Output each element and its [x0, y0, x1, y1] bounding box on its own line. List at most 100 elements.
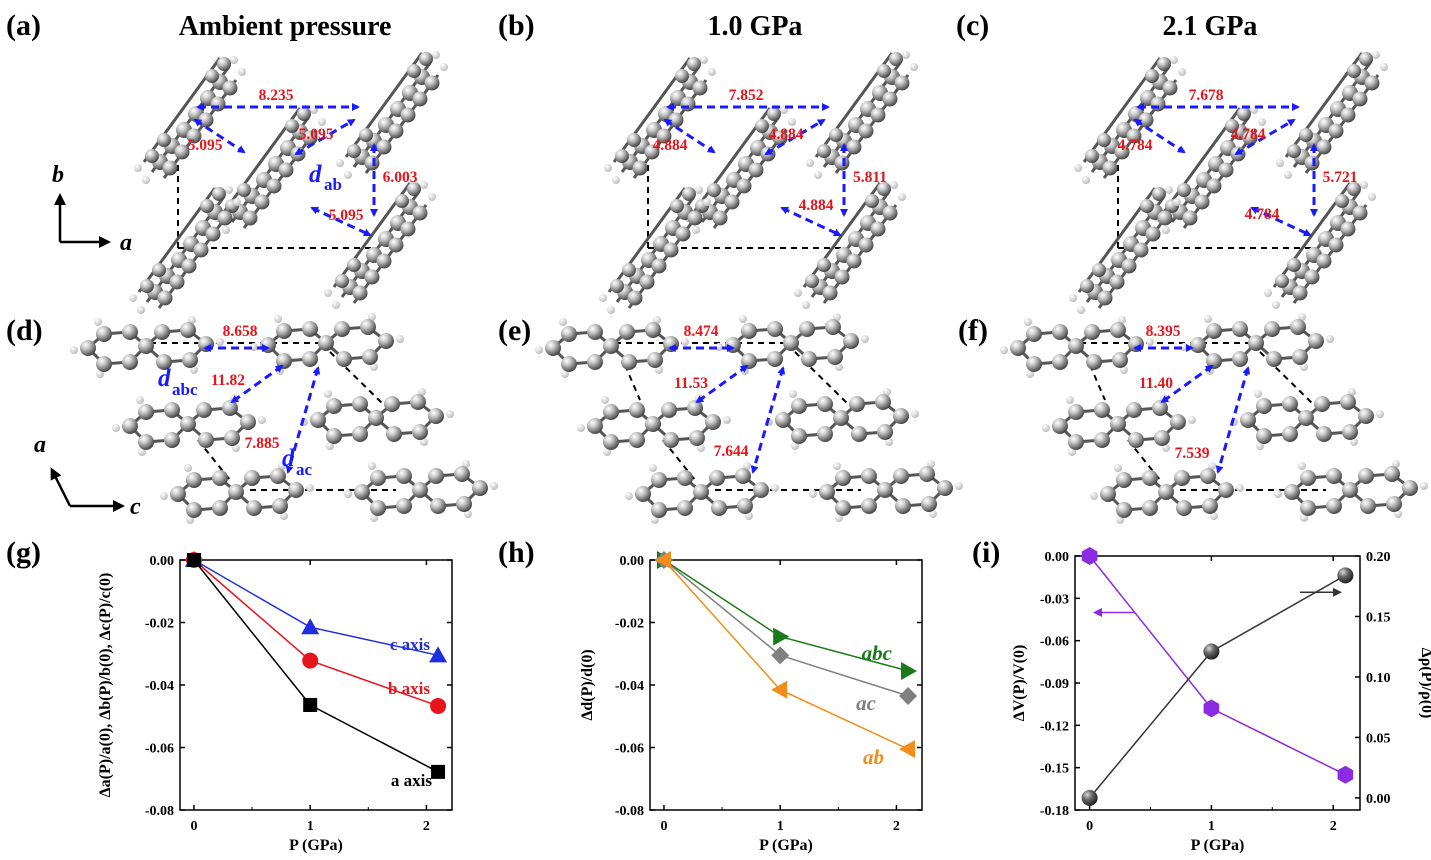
molecule: [1262, 179, 1378, 311]
molecule: [533, 314, 691, 380]
distance-arrow: [230, 364, 284, 404]
x-axis-label: P (GPa): [1191, 837, 1245, 854]
data-point: [429, 646, 448, 663]
axis-label-b: b: [52, 162, 64, 188]
y-tick-label: 0.00: [1045, 550, 1070, 565]
molecule: [132, 54, 248, 186]
data-point: [1203, 699, 1220, 718]
distance-label: 5.095: [188, 137, 223, 154]
panel-title-b: 1.0 GPa: [708, 11, 803, 42]
y-tick-label: -0.18: [1040, 804, 1069, 819]
molecule: [804, 49, 920, 181]
molecule: [1088, 460, 1246, 526]
molecule: [623, 460, 781, 526]
distance-label: 11.53: [674, 375, 708, 392]
dabc-subscript: abc: [172, 380, 198, 399]
distance-label: 4.784: [1231, 126, 1266, 143]
x-tick-label: 0: [660, 819, 667, 834]
series-line: [1089, 574, 1346, 799]
data-point: [899, 740, 916, 759]
distance-arrow: [1234, 118, 1296, 156]
distance-arrow: [1250, 206, 1312, 237]
y-tick-label-right: 0.20: [1366, 550, 1391, 565]
panel-label-h: (h): [498, 536, 535, 569]
panel-d: (d) 8.658 11.82 7.885 d abc d ac a c: [6, 311, 500, 526]
y-tick-label: -0.04: [145, 679, 174, 694]
data-point: [302, 652, 319, 669]
molecule: [127, 184, 243, 316]
distance-label: 4.884: [799, 197, 834, 214]
data-point: [1081, 547, 1098, 565]
y-axis-label: Δa(P)/a(0), Δb(P)/b(0), Δc(P)/c(0): [97, 573, 114, 798]
panel-label-d: (d): [6, 314, 43, 347]
data-point: [1203, 643, 1220, 660]
molecule: [602, 54, 718, 186]
distance-label: 8.474: [684, 323, 719, 340]
distance-label: 4.784: [1118, 137, 1153, 154]
axis-label-c: c: [130, 494, 141, 520]
distance-label: 8.235: [259, 87, 294, 104]
molecule: [1228, 386, 1386, 452]
series-label: b axis: [388, 679, 430, 698]
series-label: abc: [862, 641, 893, 665]
molecule: [763, 386, 921, 452]
x-axis-label: P (GPa): [289, 837, 343, 854]
y-tick-label-right: 0.10: [1366, 671, 1391, 686]
dac-subscript: ac: [296, 460, 313, 479]
molecule: [298, 386, 456, 452]
y-tick-label: -0.02: [615, 617, 644, 632]
data-point: [771, 646, 790, 665]
molecule: [998, 314, 1156, 380]
data-point: [301, 618, 320, 635]
molecule: [248, 311, 406, 377]
axes-ab-indicator: [54, 193, 111, 248]
molecule: [1178, 311, 1336, 377]
x-tick-label: 0: [1086, 819, 1093, 834]
panel-g: (g) 0 1 2 0.00 -0.02 -0.04 -0.06 -0.08 P (GPa) Δa…: [6, 536, 453, 854]
panel-e: (e) 8.474 11.53 7.644: [498, 311, 965, 526]
molecule: [334, 49, 450, 181]
y-axis-label-left: ΔV(P)/V(0): [1011, 645, 1028, 722]
series-line: [663, 559, 909, 697]
molecule: [597, 184, 713, 316]
y-tick-label-right: 0.05: [1366, 731, 1391, 746]
plot-frame: [1074, 555, 1361, 811]
y-tick-label: -0.02: [145, 617, 174, 632]
panel-label-b: (b): [498, 9, 535, 42]
distance-label: 4.884: [769, 126, 804, 143]
molecule: [68, 314, 226, 380]
distance-label: 8.658: [223, 323, 258, 340]
distance-label: 11.40: [1139, 375, 1173, 392]
y-tick-label: -0.08: [145, 804, 174, 819]
series-label: ac: [856, 691, 877, 715]
y-tick-label: -0.06: [145, 742, 174, 757]
distance-arrow: [780, 206, 842, 237]
molecule: [1067, 184, 1183, 316]
data-point: [771, 680, 788, 699]
data-point: [654, 551, 671, 569]
dabc-symbol: d: [158, 365, 171, 392]
data-point: [431, 764, 446, 779]
unit-cell-a: [177, 165, 372, 249]
panel-label-e: (e): [498, 314, 531, 347]
x-tick-label: 0: [190, 819, 197, 834]
distance-label: 5.095: [299, 126, 334, 143]
distance-arrow: [294, 118, 356, 156]
molecule: [1274, 49, 1390, 181]
chart-h: 0 1 2 0.00 -0.02 -0.04 -0.06 -0.08 P (GPa) Δd(P)/…: [579, 551, 923, 854]
distance-arrow: [750, 366, 786, 474]
data-point: [430, 697, 447, 714]
distance-arrow: [1215, 366, 1251, 474]
chart-g: 0 1 2 0.00 -0.02 -0.04 -0.06 -0.08 P (GPa) Δa(P)/…: [97, 551, 453, 854]
distance-label: 4.784: [1245, 206, 1280, 223]
data-point: [303, 698, 318, 712]
distance-arrow: [1160, 364, 1214, 404]
y-axis-label-right: Δρ(P)/ρ(0): [1418, 648, 1431, 719]
distance-arrow: [310, 206, 372, 237]
panel-title-c: 2.1 GPa: [1163, 11, 1258, 42]
y-tick-label: -0.04: [615, 679, 644, 694]
data-point: [773, 627, 790, 646]
molecule: [342, 458, 500, 524]
y-tick-label: -0.09: [1040, 677, 1069, 692]
molecule: [575, 392, 733, 458]
